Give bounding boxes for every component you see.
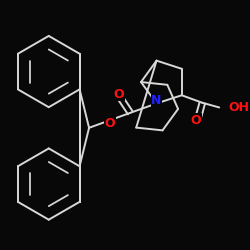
Text: O: O [114,88,124,101]
Text: O: O [104,117,115,130]
Text: O: O [190,114,201,127]
Text: N: N [151,94,162,107]
Text: OH: OH [228,101,250,114]
